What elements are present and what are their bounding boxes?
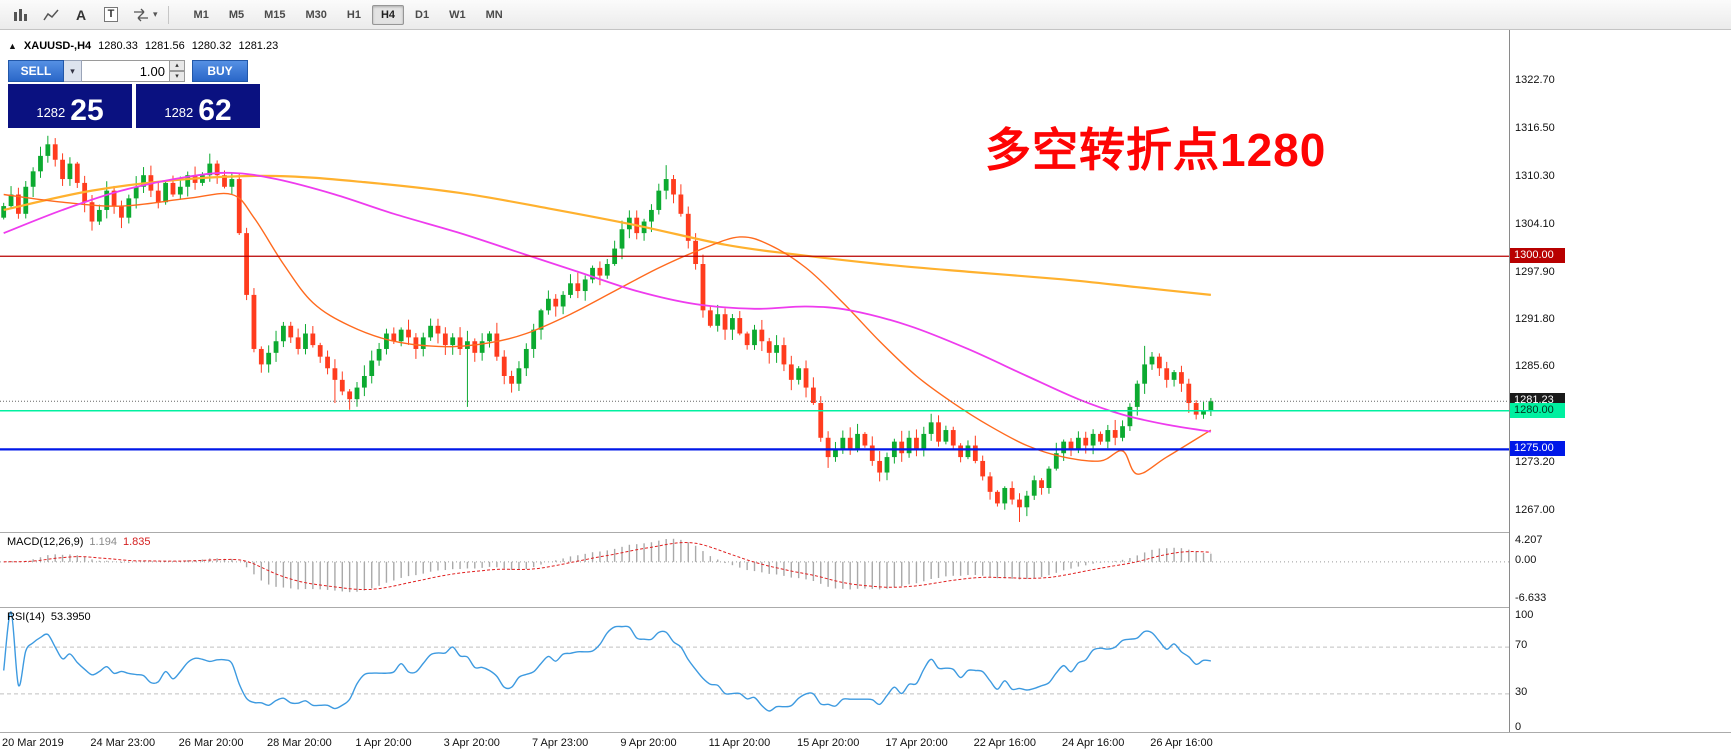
macd-axis-label: 4.207: [1515, 534, 1543, 546]
macd-title: MACD(12,26,9): [7, 536, 84, 548]
time-axis: 20 Mar 2019 24 Mar 23:00 26 Mar 20:00 28 Ma…: [0, 732, 1731, 754]
timeframe-mn[interactable]: MN: [485, 8, 503, 21]
price-axis-label: 1285.60: [1515, 360, 1555, 373]
ask-price-pips: 62: [198, 94, 232, 127]
macd-signal-value: 1.835: [122, 536, 151, 548]
volume-dropdown-button[interactable]: ▾: [64, 60, 82, 82]
rsi-axis-label: 100: [1515, 609, 1534, 621]
bid-price-main: 1282: [36, 105, 66, 120]
macd-main-value: 1.194: [89, 536, 117, 548]
price-axis-label: 1273.20: [1515, 456, 1555, 469]
macd-panel[interactable]: MACD(12,26,9) 1.194 1.835: [0, 532, 1509, 608]
price-axis: 1322.70 1316.50 1310.30 1304.10 1297.90 1291.…: [1509, 30, 1731, 733]
price-axis-label: 1322.70: [1515, 73, 1555, 86]
text-label-icon[interactable]: A: [75, 6, 87, 23]
price-axis-label: 1297.90: [1515, 265, 1555, 278]
rsi-title: RSI(14): [7, 611, 45, 623]
bar-chart-icon[interactable]: [7, 3, 35, 27]
time-axis-label: 22 Apr 16:00: [973, 737, 1037, 749]
macd-axis-label: -6.633: [1515, 592, 1547, 605]
price-axis-label: 1310.30: [1515, 169, 1555, 182]
price-axis-label: 1316.50: [1515, 121, 1555, 134]
timeframe-m1[interactable]: M1: [193, 8, 209, 21]
volume-stepper: ▴ ▾: [170, 60, 185, 82]
trade-controls-row: SELL ▾ ▴ ▾ BUY: [8, 60, 264, 82]
macd-chart-svg: [0, 538, 1509, 593]
bid-price-pips: 25: [70, 94, 104, 127]
collapse-trade-panel-icon[interactable]: ▲: [8, 41, 17, 51]
timeframe-d1[interactable]: D1: [415, 8, 430, 21]
rsi-panel[interactable]: RSI(14) 53.3950: [0, 607, 1509, 733]
timeframe-w1[interactable]: W1: [449, 8, 466, 21]
text-box-icon[interactable]: T: [97, 3, 125, 27]
time-axis-label: 15 Apr 20:00: [796, 737, 860, 749]
time-axis-label: 28 Mar 20:00: [266, 737, 332, 749]
rsi-label: RSI(14) 53.3950: [7, 611, 91, 623]
toolbar: A T ▾ M1 M5 M15 M30 H1 H4 D1 W1 MN: [0, 0, 1731, 30]
rsi-axis-label: 70: [1515, 639, 1528, 652]
ask-price-display[interactable]: 1282 62: [136, 84, 260, 128]
ask-price-main: 1282: [164, 105, 194, 120]
candlestick-chart-svg[interactable]: [0, 30, 1509, 532]
chevron-down-icon[interactable]: ▾: [153, 9, 158, 19]
time-axis-label: 7 Apr 23:00: [531, 737, 589, 749]
rsi-chart-svg: [0, 611, 1509, 712]
ohlc-low: 1280.32: [191, 40, 232, 52]
time-axis-label: 24 Mar 23:00: [90, 737, 156, 749]
rsi-axis-label: 0: [1515, 721, 1522, 733]
timeframe-h4[interactable]: H4: [371, 4, 405, 25]
time-axis-label: 17 Apr 20:00: [885, 737, 948, 749]
line-chart-icon[interactable]: [37, 3, 65, 27]
bid-price-display[interactable]: 1282 25: [8, 84, 132, 128]
price-badge: 1280.00: [1510, 402, 1565, 418]
time-axis-label: 26 Apr 16:00: [1150, 737, 1213, 749]
timeframe-h1[interactable]: H1: [346, 8, 361, 21]
chart-title: ▲ XAUUSD-,H4 1280.33 1281.56 1280.32 128…: [8, 40, 278, 52]
rsi-value: 53.3950: [50, 611, 91, 623]
trade-prices-row: 1282 25 1282 62: [8, 84, 264, 128]
time-axis-label: 20 Mar 2019: [2, 737, 64, 749]
rsi-axis-label: 30: [1515, 685, 1528, 698]
timeframe-m30[interactable]: M30: [305, 8, 327, 21]
sell-button[interactable]: SELL: [8, 60, 64, 82]
price-axis-label: 1267.00: [1515, 504, 1555, 517]
chart-area[interactable]: ▲ XAUUSD-,H4 1280.33 1281.56 1280.32 128…: [0, 30, 1509, 532]
macd-label: MACD(12,26,9) 1.194 1.835: [7, 536, 150, 548]
ohlc-open: 1280.33: [98, 40, 138, 52]
volume-down-button[interactable]: ▾: [170, 71, 185, 82]
time-axis-label: 24 Apr 16:00: [1061, 737, 1125, 749]
ohlc-close: 1281.23: [238, 40, 279, 52]
timeframe-m15[interactable]: M15: [264, 8, 286, 21]
time-axis-label: 26 Mar 20:00: [178, 737, 244, 749]
buy-button[interactable]: BUY: [192, 60, 248, 82]
time-axis-label: 3 Apr 20:00: [443, 737, 500, 749]
toolbar-icons: A T ▾: [6, 3, 158, 27]
time-axis-label: 9 Apr 20:00: [620, 737, 677, 749]
price-badge: 1275.00: [1510, 441, 1565, 457]
annotation-text: 多空转折点1280: [985, 124, 1327, 176]
price-axis-label: 1304.10: [1515, 217, 1555, 230]
price-axis-label: 1291.80: [1515, 312, 1555, 325]
volume-input[interactable]: [82, 60, 170, 82]
ohlc-high: 1281.56: [144, 40, 185, 52]
timeframe-group: M1 M5 M15 M30 H1 H4 D1 W1 MN: [185, 4, 512, 25]
time-axis-label: 1 Apr 20:00: [355, 737, 412, 749]
price-badge: 1300.00: [1510, 248, 1565, 264]
chart-symbol: XAUUSD-,H4: [23, 40, 92, 52]
toolbar-separator: [167, 5, 169, 24]
volume-up-button[interactable]: ▴: [170, 60, 185, 71]
macd-axis-label: 0.00: [1515, 553, 1537, 566]
indicator-cycle-icon[interactable]: [127, 3, 155, 27]
timeframe-m5[interactable]: M5: [228, 8, 245, 21]
time-axis-label: 11 Apr 20:00: [708, 737, 771, 749]
one-click-trading-panel: SELL ▾ ▴ ▾ BUY 1282 25 1282 62: [8, 60, 264, 128]
